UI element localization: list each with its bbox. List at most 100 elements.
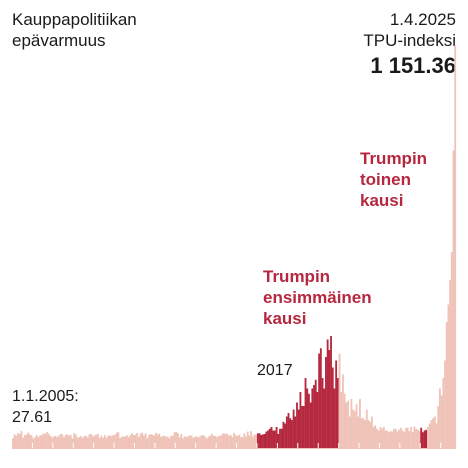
- bar: [56, 437, 59, 448]
- bar: [297, 409, 300, 448]
- bar: [187, 436, 190, 448]
- bar: [236, 436, 239, 448]
- bar: [279, 428, 281, 448]
- bar: [359, 399, 361, 448]
- bar: [440, 395, 443, 448]
- bar: [432, 418, 435, 448]
- bar: [175, 431, 178, 448]
- bar: [163, 435, 166, 448]
- bar: [331, 367, 334, 448]
- bar: [64, 435, 67, 448]
- bar: [108, 435, 111, 448]
- bar: [348, 416, 351, 448]
- bar: [90, 434, 93, 448]
- bar: [57, 435, 60, 448]
- bar: [265, 431, 268, 448]
- bar: [367, 420, 370, 448]
- bar: [347, 400, 349, 448]
- first-term-annotation: Trumpin ensimmäinen kausi: [263, 267, 372, 328]
- bar: [285, 416, 288, 448]
- bar: [216, 437, 218, 448]
- bar: [321, 378, 324, 448]
- bar: [258, 433, 261, 448]
- bar: [382, 427, 385, 448]
- bar: [435, 423, 438, 448]
- bar: [284, 423, 287, 448]
- bar: [51, 437, 53, 448]
- bar: [442, 378, 445, 448]
- bar: [362, 418, 365, 448]
- bar: [394, 428, 397, 448]
- bar: [120, 436, 123, 448]
- bar: [430, 420, 433, 448]
- bar: [22, 437, 25, 448]
- bar: [311, 388, 314, 448]
- bar: [226, 433, 229, 448]
- bar: [410, 427, 412, 448]
- bar: [263, 434, 266, 448]
- bar: [296, 402, 298, 448]
- bar: [40, 435, 43, 448]
- bar: [112, 435, 115, 448]
- bar: [154, 432, 157, 448]
- bar: [35, 435, 38, 448]
- bar: [401, 430, 404, 448]
- bar: [115, 432, 118, 448]
- bar: [98, 437, 101, 448]
- bar: [15, 435, 18, 448]
- bar: [114, 434, 116, 448]
- bar: [267, 430, 270, 448]
- bar: [125, 435, 128, 448]
- bar: [211, 434, 213, 448]
- bar: [449, 280, 452, 448]
- bar: [372, 427, 375, 448]
- bar: [398, 429, 401, 448]
- bar: [122, 436, 125, 448]
- latest-value-block: 1.4.2025 TPU-indeksi 1 151.36: [363, 9, 456, 80]
- bar: [246, 431, 249, 448]
- bar: [425, 429, 428, 448]
- bar: [256, 433, 259, 448]
- bar: [105, 437, 108, 448]
- bar: [233, 432, 235, 448]
- bar: [146, 438, 149, 448]
- bar: [272, 430, 275, 448]
- bar: [46, 431, 48, 448]
- bar: [102, 437, 105, 448]
- bar: [188, 435, 191, 448]
- bar: [270, 427, 273, 448]
- bar: [275, 427, 278, 448]
- bar: [100, 435, 103, 448]
- bar: [381, 428, 383, 448]
- bar: [340, 392, 343, 448]
- bar: [313, 385, 315, 448]
- bar: [97, 434, 99, 448]
- bar: [204, 436, 207, 448]
- bar: [248, 435, 251, 448]
- bar: [396, 431, 399, 448]
- bar: [161, 436, 164, 448]
- bar: [280, 428, 283, 448]
- bar: [447, 304, 450, 448]
- bar: [170, 435, 173, 448]
- bar: [335, 360, 338, 448]
- bar: [379, 427, 382, 448]
- bar: [61, 434, 64, 448]
- bar: [306, 388, 309, 448]
- bar: [338, 353, 341, 448]
- start-annotation: 1.1.2005: 27.61: [12, 386, 79, 428]
- bar: [119, 438, 122, 448]
- bar: [289, 418, 292, 448]
- bar: [197, 437, 200, 448]
- bar: [207, 436, 210, 448]
- bar: [132, 435, 135, 448]
- bar: [445, 322, 448, 448]
- bar: [91, 436, 94, 448]
- start-value-label: 27.61: [12, 409, 53, 426]
- bar: [93, 435, 96, 448]
- bar: [391, 431, 394, 448]
- second-term-annotation: Trumpin toinen kausi: [360, 149, 428, 210]
- bar: [452, 150, 455, 448]
- bar: [282, 421, 285, 448]
- chart-title: Kauppapolitiikan epävarmuus: [12, 10, 137, 50]
